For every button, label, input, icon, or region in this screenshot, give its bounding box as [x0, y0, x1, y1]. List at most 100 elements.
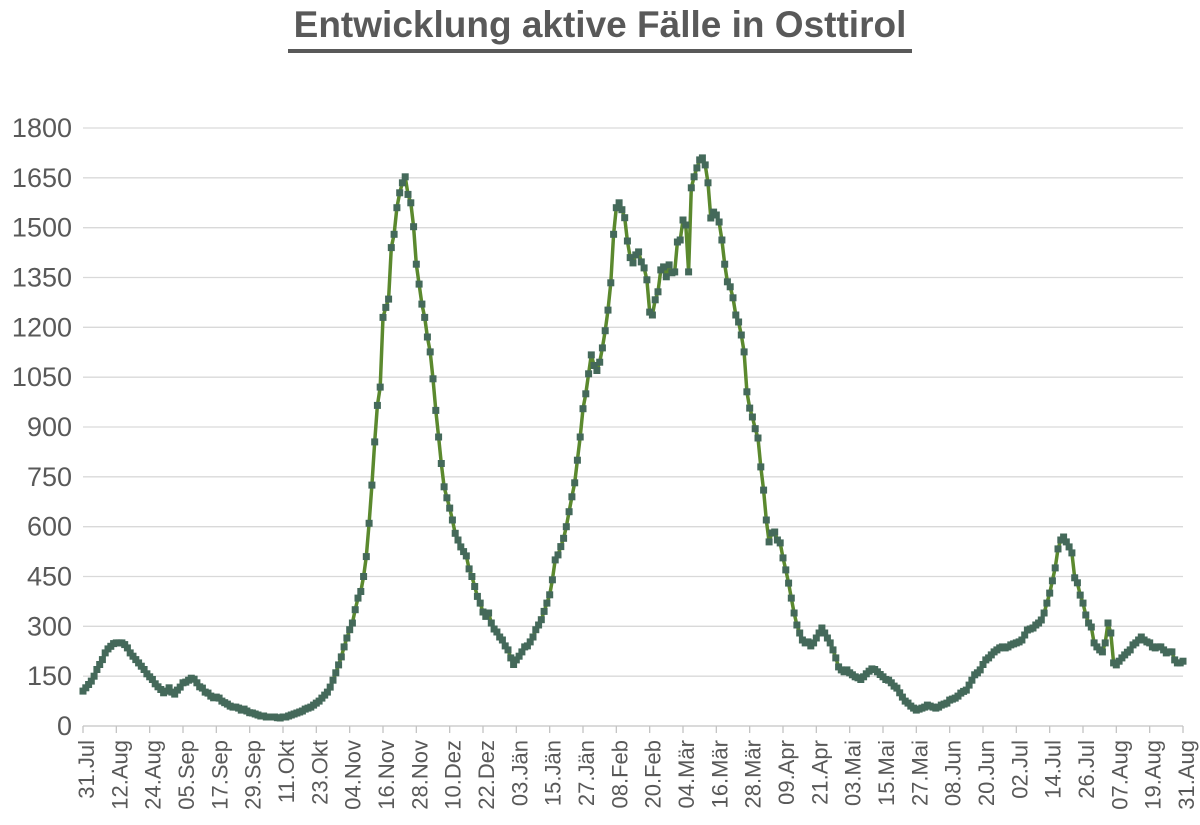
data-point-marker [1043, 599, 1051, 607]
x-tick-label: 12.Aug [107, 740, 132, 810]
y-axis-labels: 0 150 300 450 600 750 900 1050 1200 1350 1500 1650 1… [12, 113, 72, 741]
data-point-marker [1079, 599, 1087, 607]
data-point-marker [332, 669, 340, 677]
data-point-marker [351, 606, 359, 614]
data-point-marker [571, 479, 579, 487]
data-point-marker [487, 619, 495, 627]
data-point-marker [468, 573, 476, 580]
data-point-marker [423, 333, 431, 341]
data-point-marker [443, 494, 451, 502]
data-point-marker [1112, 661, 1120, 669]
data-point-marker [535, 621, 543, 629]
data-point-marker [704, 179, 712, 187]
data-point-marker [368, 481, 376, 489]
data-point-marker [610, 230, 618, 238]
data-point-marker [471, 583, 479, 590]
data-point-marker [679, 216, 687, 224]
data-point-marker [729, 294, 737, 302]
data-point-marker [712, 211, 720, 219]
y-tick-label: 1350 [12, 263, 72, 293]
x-tick-label: 07.Aug [1107, 740, 1132, 810]
data-point-marker [760, 486, 768, 494]
data-point-marker [815, 629, 823, 637]
data-point-marker [171, 690, 179, 698]
data-point-marker [721, 260, 729, 268]
data-point-marker [1126, 646, 1134, 654]
data-point-marker [718, 236, 726, 244]
x-tick-label: 17.Sep [207, 740, 232, 810]
y-tick-label: 300 [27, 611, 72, 641]
data-point-marker [782, 566, 790, 574]
data-point-marker [821, 629, 829, 637]
data-point-marker [621, 214, 629, 222]
data-point-marker [968, 676, 976, 684]
data-point-marker [790, 609, 798, 617]
data-point-marker [1054, 545, 1062, 553]
data-point-marker [976, 666, 984, 674]
data-point-marker [382, 303, 390, 311]
data-point-marker [593, 367, 601, 374]
data-point-marker [562, 523, 570, 531]
data-point-marker [796, 629, 804, 637]
data-point-marker [548, 576, 556, 584]
x-tick-label: 20.Jun [974, 740, 999, 806]
data-point-marker [626, 254, 634, 262]
data-point-marker [793, 621, 801, 629]
data-point-marker [1087, 623, 1095, 631]
data-point-marker [412, 260, 420, 268]
data-point-marker [962, 686, 970, 694]
data-point-marker [165, 684, 173, 692]
x-tick-label: 19.Aug [1141, 740, 1166, 810]
data-point-marker [1090, 639, 1098, 647]
data-point-marker [404, 190, 412, 198]
data-point-marker [348, 619, 356, 627]
data-point-marker [87, 677, 95, 685]
x-axis-labels: 31.Jul 12.Aug 24.Aug 05.Sep 17.Sep 29.Sep 11.O… [74, 740, 1199, 810]
data-point-marker [651, 296, 659, 304]
data-point-marker [507, 654, 515, 662]
x-tick-label: 03.Mai [841, 740, 866, 806]
data-point-marker [440, 483, 448, 491]
data-point-marker [454, 536, 462, 544]
data-point-marker [1062, 538, 1070, 546]
data-point-marker [346, 626, 354, 634]
data-point-marker [715, 218, 723, 226]
data-point-marker [123, 644, 131, 652]
data-point-marker [198, 684, 206, 692]
data-point-marker [590, 362, 598, 369]
x-tick-label: 16.Nov [374, 740, 399, 810]
data-point-marker [193, 679, 201, 687]
chart-title: Entwicklung aktive Fälle in Osttirol [0, 4, 1200, 53]
data-point-marker [1076, 591, 1084, 599]
data-point-marker [329, 676, 337, 684]
data-point-marker [498, 636, 506, 644]
x-tick-label: 24.Aug [141, 740, 166, 810]
x-tick-label: 31.Jul [74, 740, 99, 799]
x-axis [82, 725, 1184, 733]
data-point-marker [357, 588, 365, 595]
data-point-marker [543, 599, 551, 607]
data-point-marker [746, 404, 754, 412]
data-point-marker [754, 434, 762, 442]
data-point-marker [587, 351, 595, 359]
data-point-marker [757, 463, 765, 471]
data-point-marker [437, 460, 445, 467]
data-point-marker [615, 199, 623, 207]
data-point-marker [898, 693, 906, 701]
data-point-marker [335, 661, 343, 669]
data-point-marker [554, 551, 562, 559]
data-point-marker [1021, 631, 1029, 639]
y-tick-label: 1800 [12, 113, 72, 143]
x-tick-label: 08.Jun [941, 740, 966, 806]
data-point-marker [1073, 579, 1081, 587]
data-point-marker [446, 504, 454, 512]
data-point-marker [826, 639, 834, 647]
data-point-marker [371, 438, 379, 446]
data-point-marker [662, 273, 670, 281]
data-point-marker [390, 230, 398, 238]
x-tick-label: 28.Mär [741, 740, 766, 808]
data-point-marker [612, 204, 620, 212]
data-point-marker [385, 295, 393, 303]
data-point-marker [340, 643, 348, 651]
